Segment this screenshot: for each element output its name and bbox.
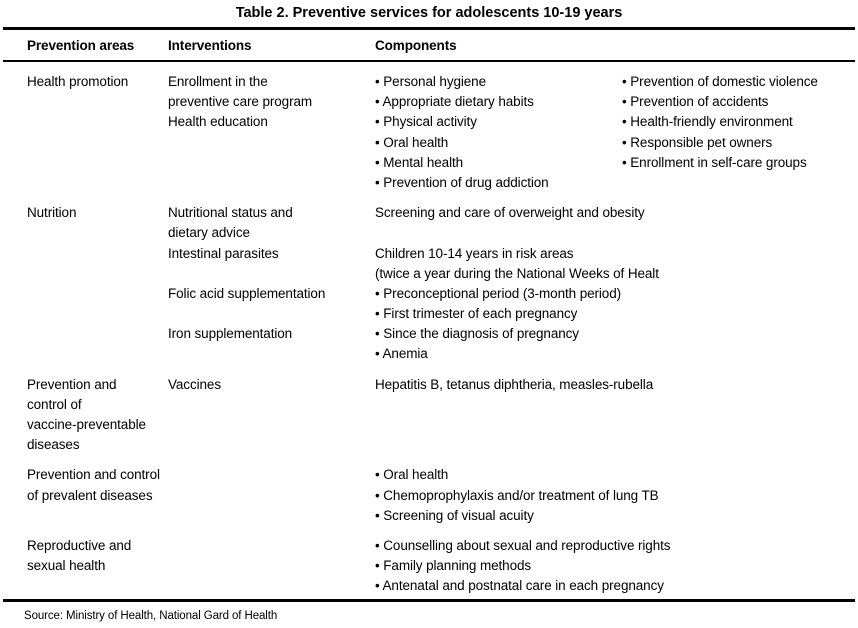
- intervention-line: preventive care program: [168, 94, 313, 110]
- intervention-line-spacer: [168, 264, 375, 284]
- intervention-line: Nutritional status and: [168, 205, 293, 221]
- components-list-right: • Prevention of domestic violence • Prev…: [622, 72, 855, 193]
- intervention-line: Folic acid supplementation: [168, 285, 326, 301]
- component-line: • Prevention of drug addiction: [375, 174, 549, 190]
- column-header-interventions: Interventions: [168, 38, 252, 53]
- component-line: • Enrollment in self-care groups: [622, 154, 807, 170]
- area-line: Prevention and control: [27, 467, 160, 483]
- intervention-line-spacer: [168, 304, 375, 324]
- area-line: diseases: [27, 437, 80, 453]
- column-header-prevention-areas: Prevention areas: [27, 38, 135, 53]
- component-line: (twice a year during the National Weeks …: [375, 265, 659, 281]
- component-line: Children 10-14 years in risk areas: [375, 245, 574, 261]
- cell-prevention-area: Reproductive and sexual health: [27, 536, 168, 597]
- table-title: Table 2. Preventive services for adolesc…: [235, 5, 623, 21]
- cell-components: • Oral health • Chemoprophylaxis and/or …: [375, 465, 855, 526]
- cell-prevention-area: Health promotion: [27, 72, 168, 193]
- cell-interventions-empty: [168, 465, 375, 526]
- cell-interventions: Enrollment in the preventive care progra…: [168, 72, 375, 193]
- component-line: • Preconceptional period (3-month period…: [375, 285, 622, 301]
- component-line: • Prevention of domestic violence: [622, 74, 818, 89]
- area-line: Reproductive and: [27, 537, 132, 553]
- cell-interventions-empty: [168, 536, 375, 597]
- area-line: sexual health: [27, 558, 106, 574]
- cell-interventions: Nutritional status and dietary advice In…: [168, 203, 375, 365]
- component-line: • Since the diagnosis of pregnancy: [375, 326, 579, 342]
- component-line: • First trimester of each pregnancy: [375, 306, 578, 322]
- intervention-line: Intestinal parasites: [168, 245, 279, 261]
- component-line: • Appropriate dietary habits: [375, 94, 534, 110]
- component-line-spacer: [375, 223, 855, 243]
- cell-components: • Counselling about sexual and reproduct…: [375, 536, 855, 597]
- component-line: • Oral health: [375, 134, 449, 150]
- component-line: • Antenatal and postnatal care in each p…: [375, 578, 664, 594]
- component-line: Screening and care of overweight and obe…: [375, 205, 645, 221]
- area-line: Prevention and: [27, 376, 117, 392]
- table-row-nutrition: Nutrition Nutritional status and dietary…: [3, 203, 855, 365]
- component-line: • Oral health: [375, 467, 449, 483]
- cell-prevention-area: Nutrition: [27, 203, 168, 365]
- cell-components: Hepatitis B, tetanus diphtheria, measles…: [375, 375, 855, 456]
- table-row-prevalent-diseases: Prevention and control of prevalent dise…: [3, 465, 855, 526]
- cell-interventions: Vaccines: [168, 375, 375, 456]
- table: Prevention areas Interventions Component…: [3, 27, 855, 602]
- component-line: • Responsible pet owners: [622, 134, 773, 150]
- table-row-health-promotion: Health promotion Enrollment in the preve…: [3, 72, 855, 193]
- component-line: • Mental health: [375, 154, 464, 170]
- cell-components: • Personal hygiene • Appropriate dietary…: [375, 72, 855, 193]
- component-line: • Physical activity: [375, 114, 477, 130]
- component-line: • Anemia: [375, 346, 428, 362]
- intervention-line: Enrollment in the: [168, 74, 268, 89]
- cell-components: Screening and care of overweight and obe…: [375, 203, 855, 365]
- area-line: Health promotion: [27, 74, 129, 89]
- intervention-line: dietary advice: [168, 225, 250, 241]
- area-line: control of: [27, 396, 82, 412]
- column-header-components: Components: [375, 38, 457, 53]
- intervention-line: Vaccines: [168, 376, 221, 392]
- component-line: • Prevention of accidents: [622, 94, 769, 110]
- component-line: • Health-friendly environment: [622, 114, 793, 130]
- table-row-reproductive-sexual-health: Reproductive and sexual health • Counsel…: [3, 536, 855, 597]
- components-list-left: • Personal hygiene • Appropriate dietary…: [375, 72, 622, 193]
- area-line: Nutrition: [27, 205, 77, 221]
- component-line: • Counselling about sexual and reproduct…: [375, 537, 671, 553]
- cell-prevention-area: Prevention and control of vaccine-preven…: [27, 375, 168, 456]
- bottom-rule: [3, 598, 855, 602]
- intervention-line: Health education: [168, 114, 268, 130]
- area-line: of prevalent diseases: [27, 487, 153, 503]
- table-header-row: Prevention areas Interventions Component…: [3, 27, 855, 62]
- intervention-line: Iron supplementation: [168, 326, 293, 342]
- cell-prevention-area: Prevention and control of prevalent dise…: [27, 465, 168, 526]
- component-line: • Personal hygiene: [375, 74, 486, 89]
- component-line: • Screening of visual acuity: [375, 507, 534, 523]
- component-line: • Chemoprophylaxis and/or treatment of l…: [375, 487, 659, 503]
- component-line: • Family planning methods: [375, 558, 532, 574]
- area-line: vaccine-preventable: [27, 417, 146, 432]
- source-note: Source: Ministry of Health, National Gar…: [24, 609, 278, 622]
- component-line: Hepatitis B, tetanus diphtheria, measles…: [375, 376, 654, 392]
- table-row-vaccine-preventable: Prevention and control of vaccine-preven…: [3, 375, 855, 456]
